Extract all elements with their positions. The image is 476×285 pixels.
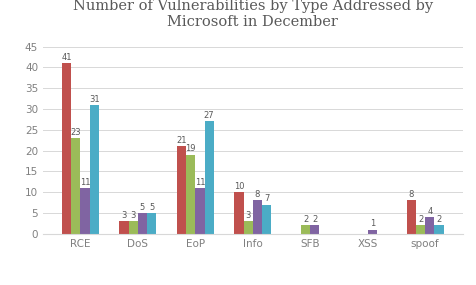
Text: 4: 4 bbox=[426, 207, 432, 216]
Text: 3: 3 bbox=[121, 211, 127, 220]
Bar bbox=[309, 225, 319, 234]
Text: 5: 5 bbox=[139, 203, 145, 212]
Text: 8: 8 bbox=[408, 190, 413, 199]
Bar bbox=[367, 229, 376, 234]
Text: 11: 11 bbox=[194, 178, 205, 187]
Text: 27: 27 bbox=[203, 111, 214, 120]
Bar bbox=[300, 225, 309, 234]
Text: 7: 7 bbox=[263, 194, 269, 203]
Text: 8: 8 bbox=[254, 190, 259, 199]
Bar bbox=[89, 105, 99, 234]
Text: 41: 41 bbox=[61, 53, 72, 62]
Text: 31: 31 bbox=[89, 95, 99, 104]
Text: 3: 3 bbox=[245, 211, 250, 220]
Text: 2: 2 bbox=[302, 215, 307, 224]
Bar bbox=[234, 192, 243, 234]
Bar bbox=[424, 217, 434, 234]
Bar bbox=[261, 205, 271, 234]
Text: 2: 2 bbox=[417, 215, 422, 224]
Text: 2: 2 bbox=[312, 215, 317, 224]
Bar bbox=[434, 225, 443, 234]
Bar bbox=[243, 221, 252, 234]
Bar bbox=[147, 213, 156, 234]
Bar bbox=[62, 63, 71, 234]
Text: 3: 3 bbox=[130, 211, 136, 220]
Text: 5: 5 bbox=[149, 203, 154, 212]
Text: 1: 1 bbox=[369, 219, 374, 228]
Bar bbox=[406, 200, 415, 234]
Bar bbox=[71, 138, 80, 234]
Bar bbox=[252, 200, 261, 234]
Bar bbox=[195, 188, 204, 234]
Bar bbox=[204, 121, 213, 234]
Title: Number of Vulnerabilities by Type Addressed by
Microsoft in December: Number of Vulnerabilities by Type Addres… bbox=[73, 0, 432, 29]
Text: 23: 23 bbox=[70, 128, 81, 137]
Bar bbox=[129, 221, 138, 234]
Text: 21: 21 bbox=[176, 136, 187, 145]
Bar bbox=[415, 225, 424, 234]
Text: 2: 2 bbox=[436, 215, 441, 224]
Text: 10: 10 bbox=[233, 182, 244, 191]
Bar bbox=[80, 188, 89, 234]
Bar bbox=[138, 213, 147, 234]
Bar bbox=[119, 221, 129, 234]
Bar bbox=[186, 155, 195, 234]
Text: 19: 19 bbox=[185, 144, 196, 154]
Text: 11: 11 bbox=[79, 178, 90, 187]
Bar bbox=[177, 146, 186, 234]
